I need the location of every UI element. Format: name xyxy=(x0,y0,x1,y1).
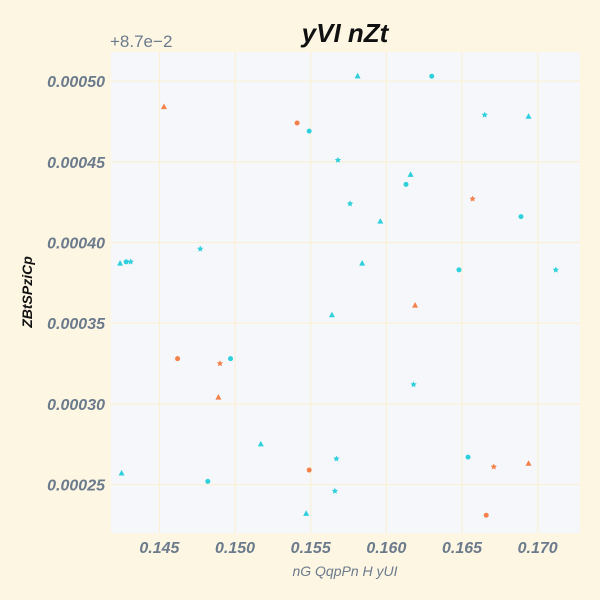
data-point xyxy=(294,120,300,126)
data-point xyxy=(359,260,366,266)
data-point xyxy=(354,72,361,79)
data-point xyxy=(456,267,462,273)
x-axis-label: nG QqpPn H yUI xyxy=(292,563,397,579)
data-point xyxy=(465,454,471,460)
x-tick-label: 0.165 xyxy=(442,540,483,557)
data-point xyxy=(303,510,310,516)
data-point xyxy=(518,214,524,220)
data-point xyxy=(328,311,335,318)
y-tick-label: 0.00035 xyxy=(47,316,106,333)
data-point xyxy=(552,266,559,273)
y-tick-label: 0.00045 xyxy=(47,155,106,172)
y-tick-label: 0.00030 xyxy=(47,397,105,414)
y-tick-label: 0.00050 xyxy=(47,74,105,91)
data-point xyxy=(117,260,124,266)
data-point xyxy=(215,394,222,400)
y-axis-offset-label: +8.7e−2 xyxy=(110,32,172,51)
data-point xyxy=(123,259,129,265)
data-point xyxy=(306,467,312,473)
x-tick-label: 0.160 xyxy=(366,540,406,557)
x-tick-label: 0.170 xyxy=(518,540,558,557)
data-point xyxy=(525,113,532,119)
y-tick-label: 0.00040 xyxy=(47,235,105,252)
y-tick-labels: 0.00025 0.00030 0.00035 0.00040 0.00045 0.000… xyxy=(47,74,106,495)
data-point xyxy=(490,463,497,470)
data-point xyxy=(469,195,476,202)
data-point xyxy=(331,487,339,494)
x-tick-label: 0.145 xyxy=(139,540,180,557)
data-point xyxy=(525,460,532,466)
data-point xyxy=(410,381,417,388)
data-point xyxy=(481,111,488,118)
x-tick-labels: 0.145 0.150 0.155 0.160 0.165 0.170 xyxy=(139,540,557,557)
data-point xyxy=(407,171,414,177)
data-point xyxy=(197,245,204,252)
x-tick-label: 0.155 xyxy=(291,540,332,557)
data-point xyxy=(483,512,489,518)
data-point xyxy=(160,103,167,110)
data-point xyxy=(412,302,419,308)
data-point xyxy=(306,128,312,134)
data-point xyxy=(403,181,409,187)
chart-title: yVI nZt xyxy=(300,18,390,48)
y-tick-label: 0.00025 xyxy=(47,478,106,495)
data-point xyxy=(127,258,134,265)
data-point xyxy=(333,455,340,462)
plot-area xyxy=(111,52,580,533)
y-axis-label: ZBtSPziCp xyxy=(19,256,35,329)
data-point xyxy=(175,356,181,362)
data-points xyxy=(117,72,559,518)
data-point xyxy=(377,218,384,224)
data-point xyxy=(205,478,211,484)
data-point xyxy=(118,469,125,476)
data-point xyxy=(429,73,435,79)
data-point xyxy=(257,440,264,447)
x-tick-label: 0.150 xyxy=(215,540,255,557)
data-point xyxy=(334,156,342,163)
data-point xyxy=(228,356,234,362)
data-point xyxy=(346,200,354,207)
data-point xyxy=(216,360,224,367)
